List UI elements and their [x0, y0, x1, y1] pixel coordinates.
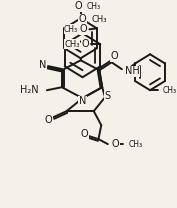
Text: N: N: [79, 96, 86, 106]
Text: O: O: [82, 39, 89, 49]
Text: O: O: [81, 129, 88, 139]
Text: O: O: [79, 14, 86, 24]
Text: O: O: [45, 115, 53, 125]
Text: CH₃: CH₃: [64, 40, 80, 49]
Text: CH₃: CH₃: [162, 86, 176, 95]
Text: CH₃: CH₃: [86, 2, 100, 11]
Text: CH₃: CH₃: [64, 25, 78, 34]
Text: CH₃: CH₃: [92, 15, 107, 24]
Text: N: N: [39, 60, 47, 70]
Text: H₂N: H₂N: [20, 85, 38, 95]
Text: O: O: [112, 139, 119, 149]
Text: O: O: [111, 51, 118, 61]
Text: NH: NH: [125, 66, 139, 76]
Text: CH₃: CH₃: [129, 140, 143, 149]
Text: S: S: [105, 91, 111, 101]
Text: O: O: [75, 1, 83, 11]
Text: O: O: [80, 24, 88, 34]
